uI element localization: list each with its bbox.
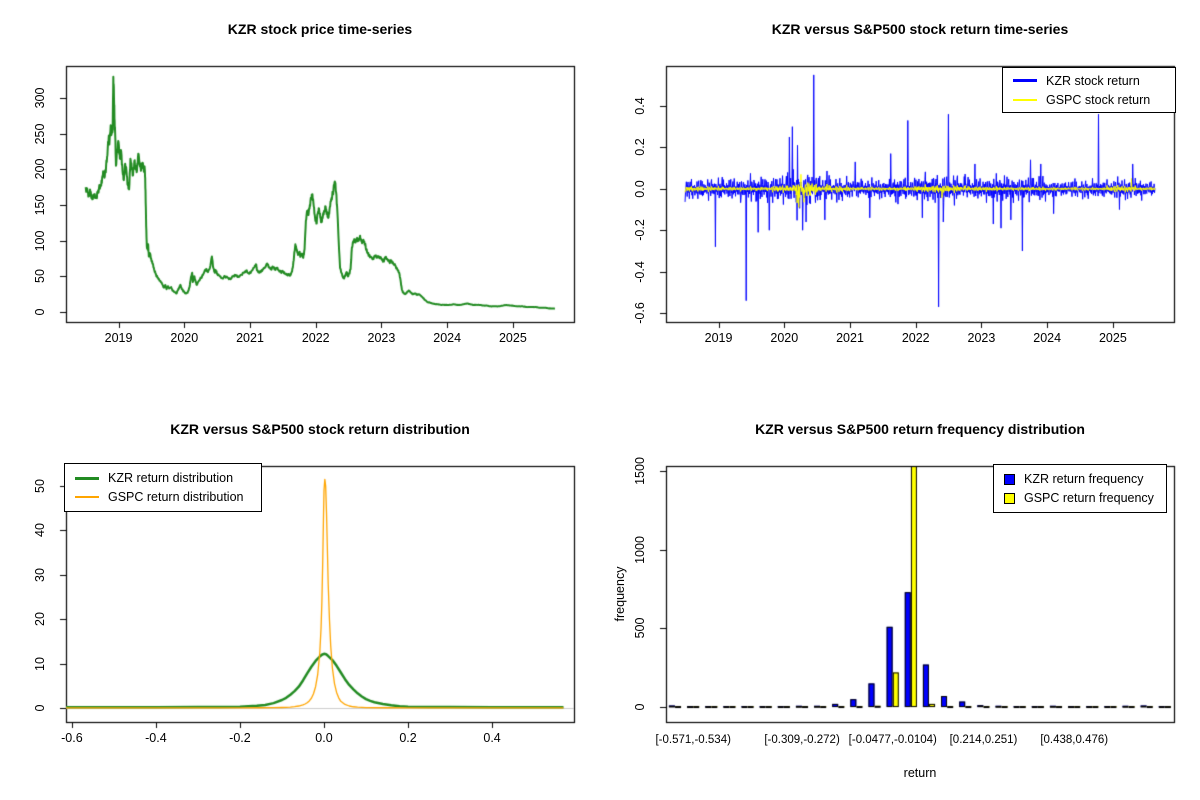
y-tick-label: 40 [33, 523, 47, 538]
y-tick-label: 250 [33, 123, 47, 145]
x-tick-label: 2024 [1033, 331, 1062, 345]
y-tick-label: 0 [633, 703, 647, 711]
x-tick-label: 2025 [498, 331, 527, 345]
legend-item-gspc-frequency: GSPC return frequency [1004, 491, 1156, 505]
returns-chart-title: KZR versus S&P500 stock return time-seri… [771, 21, 1069, 37]
y-tick-label: 150 [33, 194, 47, 216]
panel-price-timeseries: KZR stock price time-series 2019 2020 2021… [0, 0, 600, 400]
legend-item-kzr-density: KZR return distribution [75, 471, 251, 485]
x-tick-label: 0.2 [399, 731, 417, 745]
x-tick-label: 2023 [967, 331, 996, 345]
price-chart-title: KZR stock price time-series [227, 21, 413, 37]
x-tick-label: -0.4 [145, 731, 167, 745]
x-axis-label: return [903, 766, 937, 780]
x-tick-label: [0.214,0.251) [949, 734, 1018, 746]
panel-return-frequency: KZR versus S&P500 return frequency distr… [600, 400, 1200, 800]
legend-item-kzr-return: KZR stock return [1013, 74, 1165, 88]
y-tick-label: 1000 [633, 535, 647, 564]
y-tick-label: 200 [33, 158, 47, 180]
x-tick-label: 2020 [170, 331, 199, 345]
density-chart-title: KZR versus S&P500 stock return distribut… [170, 421, 470, 437]
histogram-legend: KZR return frequency GSPC return frequen… [993, 464, 1167, 513]
y-tick-label: 50 [33, 269, 47, 284]
x-tick-label: 2019 [704, 331, 733, 345]
y-tick-label: 50 [33, 479, 47, 493]
density-legend: KZR return distribution GSPC return dist… [64, 463, 262, 512]
y-tick-label: 500 [633, 617, 647, 639]
legend-label: GSPC return distribution [108, 490, 244, 504]
x-tick-label: 2025 [1098, 331, 1127, 345]
density-chart-canvas [0, 400, 600, 800]
x-tick-label: 2024 [433, 331, 462, 345]
legend-item-gspc-return: GSPC stock return [1013, 93, 1165, 107]
x-tick-label: 2020 [770, 331, 799, 345]
kzr-density-line-swatch [75, 476, 99, 480]
y-tick-label: 0.2 [633, 138, 647, 157]
legend-label: GSPC stock return [1046, 92, 1151, 107]
y-tick-label: 0.0 [633, 180, 647, 198]
x-tick-label: -0.2 [229, 731, 251, 745]
x-tick-label: -0.6 [61, 731, 83, 745]
kzr-box-swatch [1004, 473, 1015, 485]
x-tick-label: [-0.309,-0.272) [764, 734, 840, 746]
panel-return-distribution: KZR versus S&P500 stock return distribut… [0, 400, 600, 800]
y-tick-label: 1500 [633, 457, 647, 485]
x-tick-label: [-0.571,-0.534) [655, 734, 731, 746]
returns-chart-canvas [600, 0, 1200, 400]
y-tick-label: 30 [33, 567, 47, 582]
x-tick-label: 2023 [367, 331, 396, 345]
y-tick-label: 20 [33, 612, 47, 627]
y-axis-label: frequency [613, 566, 627, 622]
y-tick-label: 0 [33, 308, 47, 316]
y-tick-label: 0.4 [633, 97, 647, 115]
x-tick-label: 2021 [836, 331, 864, 345]
x-tick-label: 0.4 [483, 731, 501, 745]
legend-label: KZR stock return [1046, 73, 1140, 88]
price-chart-canvas [0, 0, 600, 400]
y-tick-label: 100 [33, 230, 47, 252]
y-tick-label: 300 [33, 87, 47, 109]
kzr-line-swatch [1013, 79, 1037, 82]
histogram-chart-title: KZR versus S&P500 return frequency distr… [755, 421, 1085, 437]
x-tick-label: [0.438,0.476) [1040, 734, 1109, 746]
x-tick-label: 2019 [104, 331, 133, 345]
y-tick-label: 0 [33, 704, 47, 712]
legend-item-gspc-density: GSPC return distribution [75, 490, 251, 504]
y-tick-label: -0.6 [633, 302, 647, 324]
gspc-box-swatch [1004, 492, 1015, 504]
returns-legend: KZR stock return GSPC stock return [1002, 67, 1176, 113]
x-tick-label: 0.0 [315, 731, 333, 745]
legend-label: GSPC return frequency [1024, 491, 1154, 505]
panel-return-timeseries: KZR versus S&P500 stock return time-seri… [600, 0, 1200, 400]
legend-item-kzr-frequency: KZR return frequency [1004, 472, 1156, 486]
x-tick-label: 2022 [901, 331, 930, 345]
y-tick-label: 10 [33, 656, 47, 671]
legend-label: KZR return distribution [108, 471, 234, 485]
x-tick-label: [-0.0477,-0.0104) [848, 734, 937, 746]
gspc-density-line-swatch [75, 496, 99, 498]
x-tick-label: 2022 [301, 331, 330, 345]
y-tick-label: -0.2 [633, 219, 647, 242]
x-tick-label: 2021 [236, 331, 264, 345]
legend-label: KZR return frequency [1024, 472, 1144, 486]
y-tick-label: -0.4 [633, 260, 647, 283]
gspc-line-swatch [1013, 98, 1037, 101]
